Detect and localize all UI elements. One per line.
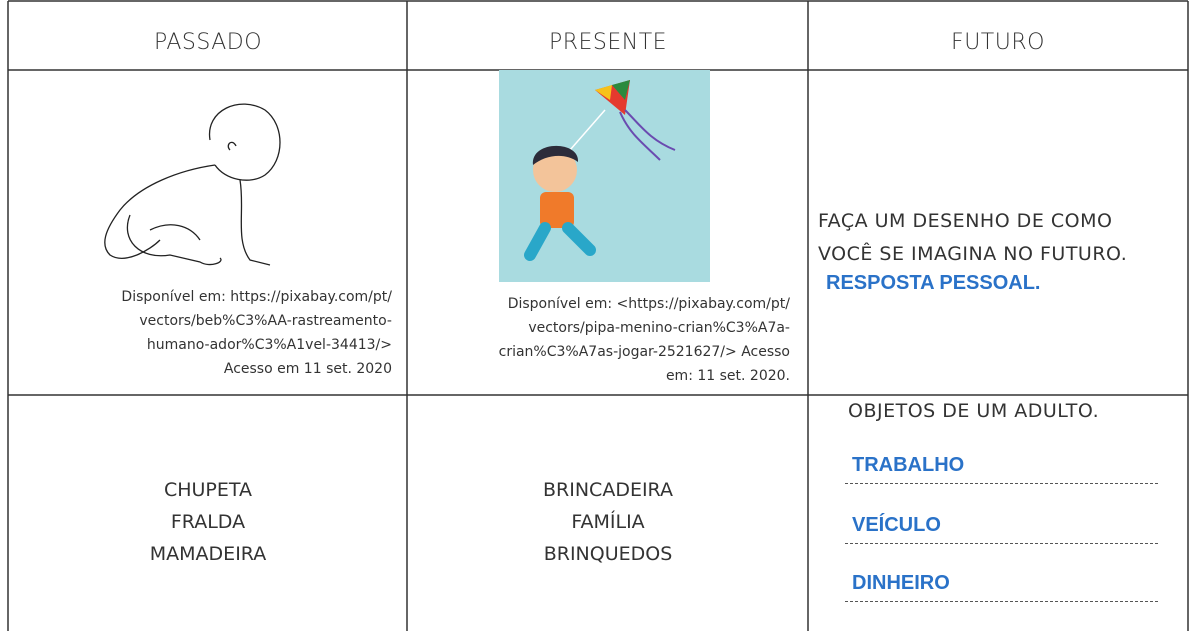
caption-line: Disponível em: https://pixabay.com/pt/ — [121, 289, 392, 305]
item: FAMÍLIA — [571, 511, 645, 533]
header: FUTURO — [951, 30, 1045, 55]
header: PRESENTE — [548, 30, 668, 55]
answer-line — [845, 483, 1158, 484]
answer: RESPOSTA PESSOAL. — [826, 272, 1041, 294]
header: PASSADO — [153, 30, 263, 55]
answer-line — [845, 543, 1158, 544]
caption-line: vectors/pipa-menino-crian%C3%A7a- — [528, 320, 790, 336]
caption-line: humano-ador%C3%A1vel-34413/> — [146, 337, 392, 353]
image-caption: Disponível em: https://pixabay.com/pt/ v… — [121, 285, 392, 381]
caption-line: Acesso em 11 set. 2020 — [223, 361, 392, 377]
caption-line: Disponível em: <https://pixabay.com/pt/ — [507, 296, 790, 312]
caption-line: em: 11 set. 2020. — [665, 368, 790, 384]
caption-line: crian%C3%A7as-jogar-2521627/> Acesso — [498, 344, 790, 360]
item: MAMADEIRA — [149, 543, 267, 565]
item: BRINQUEDOS — [543, 543, 673, 565]
item: CHUPETA — [163, 479, 253, 501]
item-list: BRINCADEIRA FAMÍLIA BRINQUEDOS — [543, 474, 673, 570]
answer: TRABALHO — [852, 454, 965, 476]
answer-line — [845, 601, 1158, 602]
prompt: OBJETOS DE UM ADULTO. — [848, 400, 1100, 422]
answer: DINHEIRO — [852, 572, 950, 594]
kid-image — [499, 70, 710, 282]
prompt: FAÇA UM DESENHO DE COMO VOCÊ SE IMAGINA … — [818, 205, 1127, 271]
image-caption: Disponível em: <https://pixabay.com/pt/ … — [499, 292, 790, 395]
answer: VEÍCULO — [852, 514, 941, 536]
prompt-line: FAÇA UM DESENHO DE COMO — [818, 210, 1113, 232]
caption-line: vectors/beb%C3%AA-rastreamento- — [139, 313, 392, 329]
prompt-line: VOCÊ SE IMAGINA NO FUTURO. — [818, 243, 1128, 265]
item: BRINCADEIRA — [543, 479, 673, 501]
item-list: CHUPETA FRALDA MAMADEIRA — [150, 474, 266, 570]
item: FRALDA — [170, 511, 246, 533]
baby-drawing — [104, 103, 281, 266]
